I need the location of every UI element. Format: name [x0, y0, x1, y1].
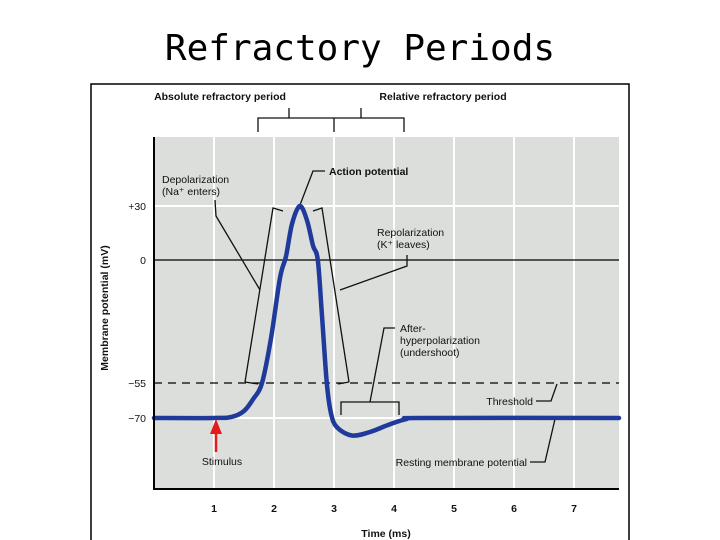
depolarization-label: Depolarization: [162, 174, 229, 186]
page-title: Refractory Periods: [164, 28, 556, 69]
x-tick-label: 4: [391, 503, 397, 515]
repolarization-sub-label: (K⁺ leaves): [377, 239, 430, 251]
y-tick-label: −55: [128, 378, 146, 390]
afterhyperpolarization-label-3: (undershoot): [400, 347, 460, 359]
x-tick-label: 2: [271, 503, 277, 515]
y-tick-label: 0: [140, 255, 146, 267]
y-tick-label: +30: [128, 201, 146, 213]
depol-bracket-foot: [244, 381, 350, 385]
relative-refractory-label: Relative refractory period: [379, 91, 506, 103]
afterhyperpolarization-label-1: After-: [400, 323, 426, 335]
x-axis-label: Time (ms): [361, 528, 410, 540]
resting-leader: [530, 418, 556, 463]
absolute-refractory-label: Absolute refractory period: [154, 91, 286, 103]
threshold-leader: [536, 383, 558, 402]
x-tick-label: 7: [571, 503, 577, 515]
depolarization-sub-label: (Na⁺ enters): [162, 186, 220, 198]
resting-potential-label: Resting membrane potential: [396, 457, 527, 469]
stimulus-label: Stimulus: [202, 456, 242, 468]
afterhyperpolarization-label-2: hyperpolarization: [400, 335, 480, 347]
repolarization-bracket: [312, 207, 350, 383]
x-tick-label: 6: [511, 503, 517, 515]
stimulus-arrowhead: [210, 419, 222, 434]
refractory-bracket: [257, 108, 405, 132]
depolarization-leader: [214, 199, 261, 291]
repolarization-label: Repolarization: [377, 227, 444, 239]
repolarization-leader: [339, 255, 408, 291]
membrane-potential-curve: [151, 203, 622, 438]
y-tick-label: −70: [128, 413, 146, 425]
depolarization-bracket: [244, 207, 284, 383]
action-potential-leader: [299, 170, 325, 206]
action-potential-label: Action potential: [329, 166, 408, 178]
x-tick-label: 5: [451, 503, 457, 515]
afterhyperpolarization-bracket: [340, 327, 400, 415]
y-axis-label: Membrane potential (mV): [99, 245, 111, 370]
threshold-label: Threshold: [486, 396, 533, 408]
plot-background: [154, 137, 619, 489]
x-tick-label: 1: [211, 503, 217, 515]
stimulus-arrow: [210, 419, 222, 452]
x-tick-label: 3: [331, 503, 337, 515]
